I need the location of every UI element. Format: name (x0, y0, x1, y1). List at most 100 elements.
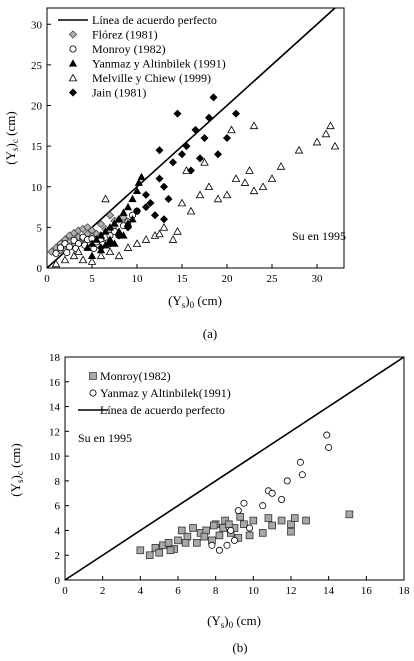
data-point (51, 259, 61, 268)
panel-b: 0 2 4 6 8 10 12 14 16 18 0 2 4 6 8 10 12 14 16 18 Monroy(19… (8, 352, 410, 655)
legend-entry: Línea de acuerdo perfecto (58, 13, 217, 27)
y-axis-label-b: (Ys)c (cm) (8, 443, 25, 496)
data-point (123, 243, 133, 251)
data-point (123, 202, 133, 211)
data-point (174, 536, 182, 545)
legend-entry: Línea de acuerdo perfecto (78, 403, 225, 417)
y-tick-label: 5 (37, 222, 43, 234)
x-tick-label: 25 (267, 273, 279, 285)
data-point (204, 113, 214, 122)
points-a (47, 93, 340, 268)
data-point (240, 520, 248, 529)
ticks-a: 0 5 10 15 20 25 30 0 5 10 15 20 25 30 (31, 19, 323, 285)
y-tick-label: 25 (31, 60, 43, 72)
x-tick-label: 10 (132, 273, 144, 285)
y-tick-label: 14 (49, 402, 61, 414)
data-point (105, 223, 115, 231)
data-point (222, 190, 232, 199)
x-tick-label: 14 (323, 585, 335, 597)
data-point (277, 516, 286, 525)
annotation-a: Su en 1995 (292, 229, 346, 243)
ticks-b: 0 2 4 6 8 10 12 14 16 18 0 2 4 6 8 10 12 14 16 18 (49, 352, 410, 597)
data-point (213, 194, 223, 203)
x-axis-label-a: (Ys)0 (cm) (168, 293, 222, 310)
data-point (132, 186, 142, 194)
data-point (87, 257, 97, 265)
data-point (155, 146, 164, 155)
data-point (209, 93, 218, 102)
data-point (208, 541, 216, 549)
data-point (69, 251, 79, 260)
legend-b: Monroy(1982) Yanmaz y Altinbilek(1991) Lín… (78, 369, 231, 417)
y-tick-label: 30 (31, 19, 43, 31)
data-point (245, 166, 254, 174)
y-tick-label: 6 (55, 501, 61, 513)
data-point (66, 243, 74, 251)
x-tick-label: 18 (399, 585, 411, 597)
x-tick-label: 0 (62, 585, 68, 597)
data-point (195, 154, 205, 163)
data-point (231, 109, 241, 118)
data-point (296, 458, 304, 466)
series-4 (51, 121, 340, 268)
data-point (330, 141, 340, 150)
data-point (181, 539, 190, 547)
legend-label: Flórez (1981) (92, 28, 158, 42)
data-point (52, 249, 60, 257)
data-point (204, 182, 214, 191)
legend-label: Línea de acuerdo perfecto (100, 403, 225, 417)
data-point (141, 235, 151, 243)
data-point (177, 198, 187, 207)
data-point (294, 145, 304, 154)
y-tick-label: 12 (49, 426, 60, 438)
data-point (74, 247, 83, 256)
x-tick-label: 2 (100, 585, 106, 597)
data-point (259, 502, 267, 510)
data-point (166, 546, 175, 555)
data-point (240, 178, 250, 186)
data-point (182, 142, 191, 151)
data-point (132, 239, 142, 247)
data-point (155, 174, 164, 183)
data-point (128, 194, 137, 203)
data-point (325, 443, 333, 451)
perfect-agreement-line-a (46, 7, 336, 269)
y-tick-label: 15 (31, 141, 43, 153)
data-point (92, 235, 101, 243)
data-point (345, 510, 354, 519)
data-point (96, 219, 106, 229)
x-tick-label: 0 (44, 273, 50, 285)
data-point (87, 239, 97, 247)
legend-marker (69, 45, 77, 53)
data-point (155, 548, 163, 557)
data-point (63, 249, 71, 257)
data-point (227, 125, 236, 134)
legend-label: Monroy(1982) (100, 369, 171, 383)
data-point (101, 227, 110, 235)
data-point (200, 157, 209, 166)
data-point (173, 227, 182, 235)
y-tick-label: 10 (49, 451, 61, 463)
legend-label: Monroy (1982) (92, 42, 166, 56)
data-point (302, 516, 310, 525)
legend-label: Jain (1981) (92, 86, 146, 100)
y-tick-label: 10 (31, 182, 43, 194)
x-tick-label: 10 (248, 585, 260, 597)
data-point (267, 174, 277, 182)
data-point (183, 532, 192, 541)
data-point (128, 215, 137, 223)
data-point (225, 520, 233, 529)
legend-entry: Monroy (1982) (69, 42, 166, 56)
series-2 (208, 431, 333, 554)
data-point (240, 499, 248, 507)
data-point (245, 531, 254, 540)
data-point (223, 541, 231, 549)
legend-marker (68, 73, 78, 82)
data-point (57, 244, 65, 252)
data-point (96, 243, 106, 252)
data-point (195, 190, 205, 199)
data-point (132, 207, 142, 216)
data-point (60, 255, 70, 264)
